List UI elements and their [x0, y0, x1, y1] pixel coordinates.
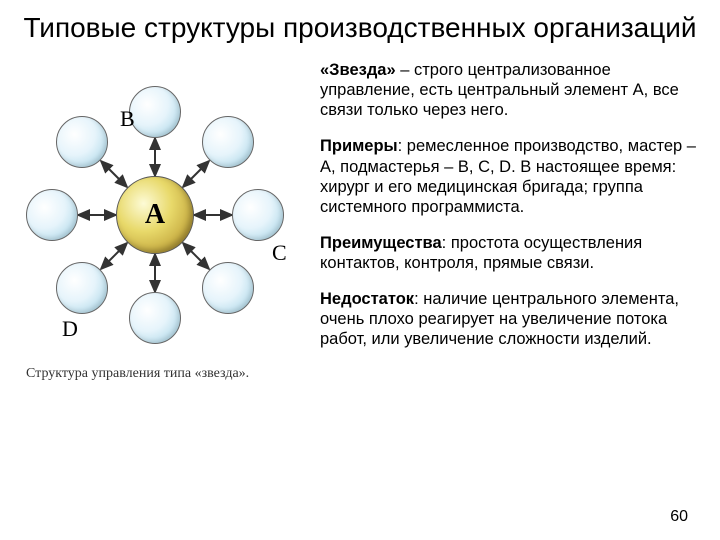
- outer-node-top: [129, 86, 181, 138]
- outer-node-left: [26, 189, 78, 241]
- p4-bold: Недостаток: [320, 290, 414, 308]
- para-advantages: Преимущества: простота осуществления кон…: [320, 233, 700, 273]
- para-definition: «Звезда» – строго централизованное управ…: [320, 60, 700, 120]
- p2-bold: Примеры: [320, 137, 398, 155]
- outer-node-bottomright: [202, 262, 254, 314]
- diagram-column: A B C D Структура управления типа «звезд…: [20, 52, 310, 382]
- p3-bold: Преимущества: [320, 234, 442, 252]
- outer-node-topleft: [56, 116, 108, 168]
- outer-node-topright: [202, 116, 254, 168]
- label-b: B: [120, 106, 135, 132]
- star-diagram: A B C D: [20, 80, 290, 350]
- center-node-a: A: [116, 176, 194, 254]
- para-examples: Примеры: ремесленное производство, масте…: [320, 136, 700, 217]
- label-c: C: [272, 240, 287, 266]
- p1-bold: «Звезда»: [320, 61, 396, 79]
- label-d: D: [62, 316, 78, 342]
- content-area: A B C D Структура управления типа «звезд…: [0, 52, 720, 382]
- text-column: «Звезда» – строго централизованное управ…: [310, 52, 700, 382]
- outer-node-bottom: [129, 292, 181, 344]
- outer-node-bottomleft: [56, 262, 108, 314]
- para-disadvantage: Недостаток: наличие центрального элемент…: [320, 289, 700, 349]
- diagram-caption: Структура управления типа «звезда».: [20, 366, 310, 382]
- page-number: 60: [670, 508, 688, 526]
- page-title: Типовые структуры производственных орган…: [0, 0, 720, 52]
- outer-node-right: [232, 189, 284, 241]
